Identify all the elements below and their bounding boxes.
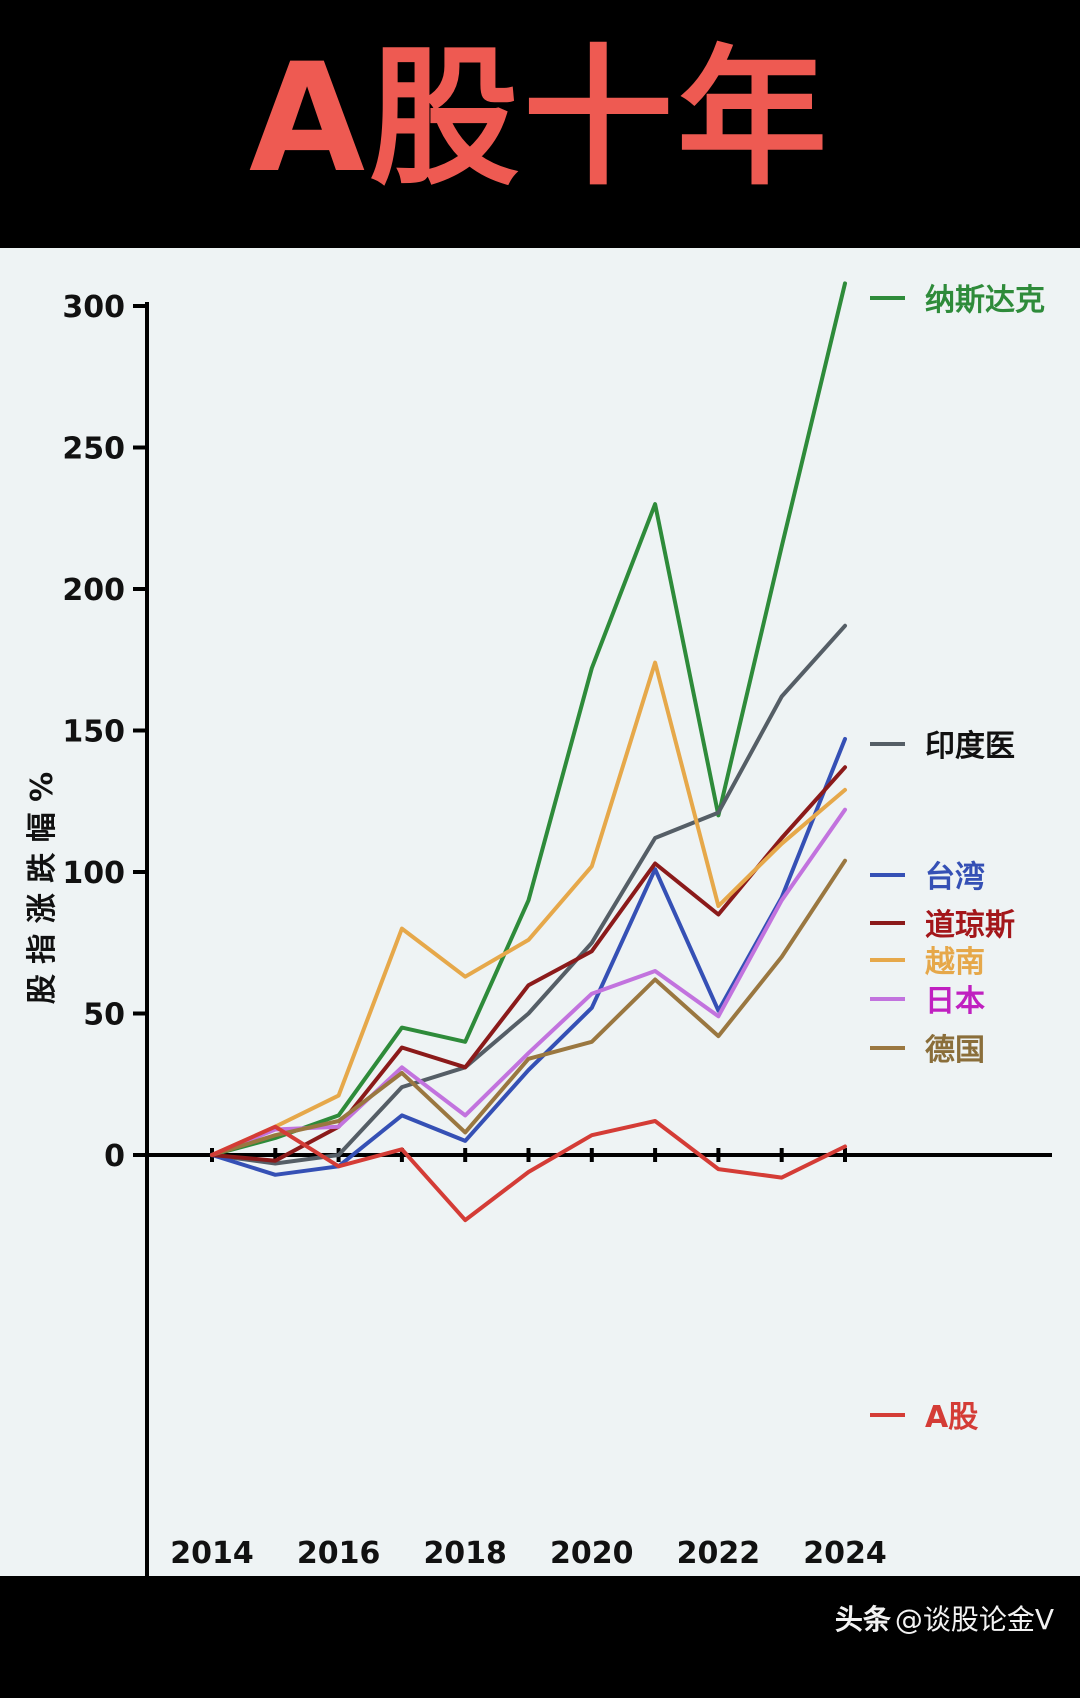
legend-label: 日本 [925,984,985,1019]
legend-label: 纳斯达克 [925,283,1045,318]
x-tick-label: 2018 [423,1536,507,1571]
x-tick-label: 2022 [677,1536,761,1571]
x-tick-label: 2014 [170,1536,254,1571]
title-bar: A股十年 [0,0,1080,248]
legend-label: A股 [925,1400,978,1435]
series-line [210,807,847,1157]
y-tick-label: 150 [62,715,125,750]
watermark: 头条 @谈股论金V [835,1598,1054,1638]
series-lines [210,281,847,1223]
watermark-handle: @谈股论金V [894,1603,1054,1636]
y-tick-label: 50 [83,998,125,1033]
series-line [210,858,847,1157]
y-tick-label: 250 [62,432,125,467]
series-line [210,765,847,1163]
chart-panel: 0 50 100 150 200 250 300 2014 2016 2018 2020 2022 20… [0,248,1080,1576]
legend-label: 德国 [925,1033,985,1068]
legend-label: 台湾 [925,860,985,895]
y-tick-label: 300 [62,290,125,325]
x-tick-label: 2020 [550,1536,634,1571]
legend-label: 印度医 [925,729,1015,764]
line-chart: 0 50 100 150 200 250 300 2014 2016 2018 2020 2022 20… [25,281,1052,1576]
page-title: A股十年 [248,32,832,206]
footer-bar [0,1576,1080,1698]
axes: 0 50 100 150 200 250 300 2014 2016 2018 2020 2022 20… [62,290,1052,1576]
series-line [210,281,847,1157]
y-axis-label: 股 指 涨 跌 幅 % [25,772,60,1004]
legend-label: 道琼斯 [925,908,1015,943]
y-tick-label: 0 [104,1139,125,1174]
legend-label: 越南 [925,945,985,980]
x-tick-label: 2024 [803,1536,887,1571]
series-line [210,660,847,1157]
x-tick-label: 2016 [297,1536,381,1571]
series-line [210,1119,847,1223]
watermark-brand: 头条 [834,1603,891,1636]
series-line [210,623,847,1166]
y-tick-label: 100 [62,856,125,891]
series-line [210,737,847,1177]
y-tick-label: 200 [62,573,125,608]
